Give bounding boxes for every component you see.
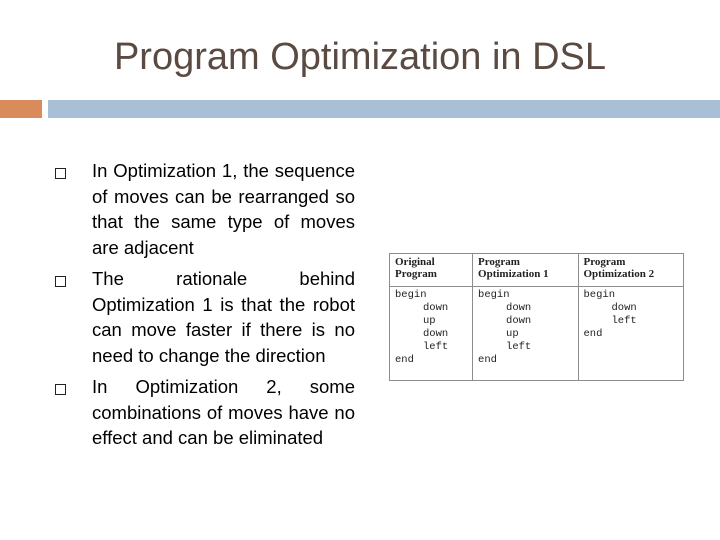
code-cell-original: begin down up down left end — [388, 286, 474, 381]
code-line: down — [611, 302, 637, 314]
code-line: up — [506, 328, 519, 340]
slide-title: Program Optimization in DSL — [113, 36, 607, 78]
code-line: down — [423, 328, 449, 340]
header-line: Optimization 2 — [583, 268, 655, 280]
code-line: down — [506, 302, 532, 314]
code-line: up — [423, 315, 436, 327]
code-cell-optimization-2: begin down left end — [577, 286, 684, 381]
header-optimization-1: Program Optimization 1 — [472, 253, 579, 287]
code-line: left — [506, 341, 532, 353]
code-line: end — [478, 354, 497, 366]
square-bullet-icon — [55, 276, 66, 287]
table-row: begin down up down left end begin down d… — [388, 286, 684, 381]
accent-bar-blue — [48, 100, 720, 118]
bullet-text: The rationale behind Optimization 1 is t… — [92, 268, 355, 366]
header-line: Program — [395, 268, 437, 280]
program-comparison-table: Original Program Program Optimization 1 … — [388, 253, 684, 381]
header-optimization-2: Program Optimization 2 — [577, 253, 684, 287]
code-line: begin — [583, 289, 616, 301]
bullet-text: In Optimization 2, some combinations of … — [92, 376, 355, 448]
table-header-row: Original Program Program Optimization 1 … — [388, 253, 684, 287]
code-line: end — [583, 328, 603, 340]
bullet-text: In Optimization 1, the sequence of moves… — [92, 160, 355, 258]
square-bullet-icon — [55, 168, 66, 179]
header-line: Program — [583, 256, 626, 268]
code-line: end — [395, 354, 414, 366]
code-line: left — [423, 341, 449, 353]
header-line: Original — [395, 256, 435, 268]
bullet-list: In Optimization 1, the sequence of moves… — [55, 158, 355, 457]
header-line: Program — [478, 256, 520, 268]
code-line: left — [611, 315, 637, 327]
header-line: Optimization 1 — [478, 268, 549, 280]
code-line: down — [423, 302, 449, 314]
code-cell-optimization-1: begin down down up left end — [472, 286, 579, 381]
code-line: begin — [478, 289, 510, 301]
code-line: begin — [395, 289, 427, 301]
bullet-item: In Optimization 2, some combinations of … — [55, 374, 355, 451]
code-line: down — [506, 315, 532, 327]
square-bullet-icon — [55, 384, 66, 395]
bullet-item: The rationale behind Optimization 1 is t… — [55, 266, 355, 368]
header-original-program: Original Program — [388, 253, 474, 287]
accent-bar-orange — [0, 100, 42, 118]
bullet-item: In Optimization 1, the sequence of moves… — [55, 158, 355, 260]
